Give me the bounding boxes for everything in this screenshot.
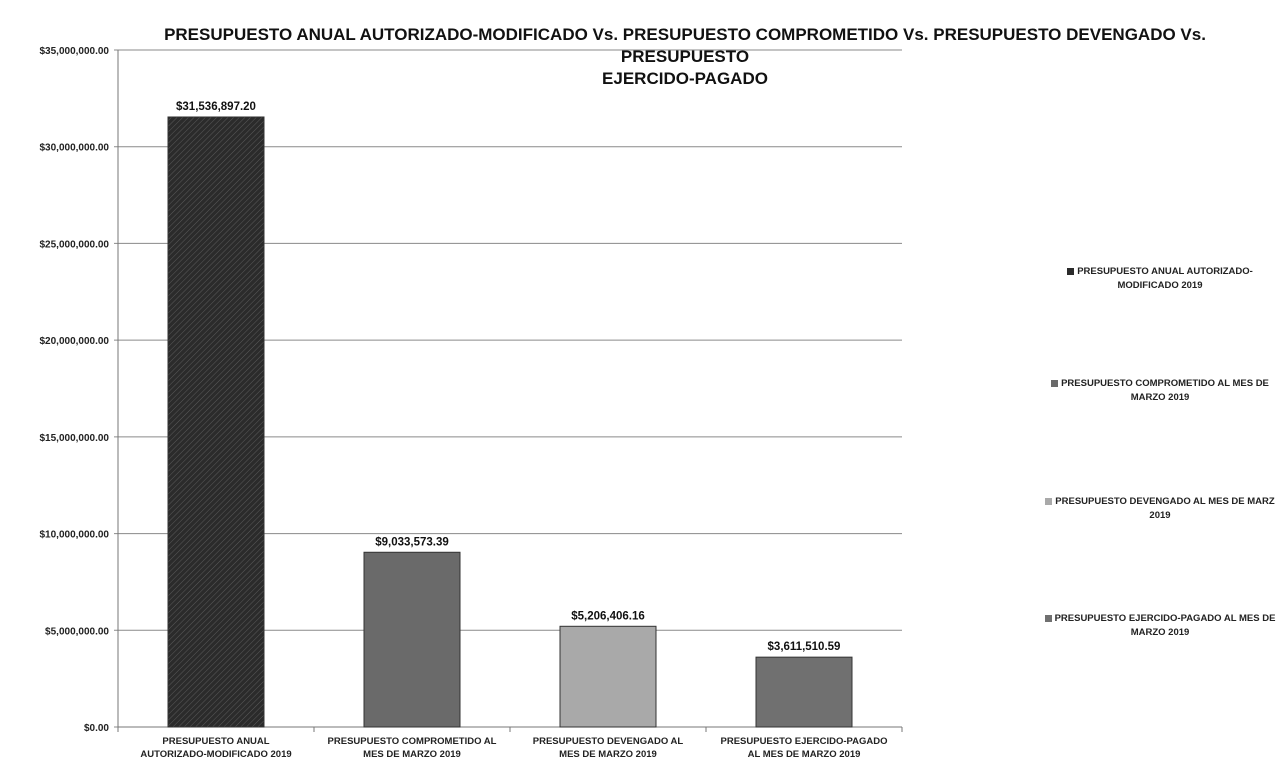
data-label: $3,611,510.59 — [768, 641, 841, 653]
chart-title-line-1: PRESUPUESTO ANUAL AUTORIZADO-MODIFICADO … — [164, 25, 1206, 66]
x-tick-label: MES DE MARZO 2019 — [559, 749, 657, 760]
bars — [167, 116, 853, 728]
x-tick-label: MES DE MARZO 2019 — [363, 749, 461, 760]
legend-label: MARZO 2019 — [1130, 392, 1190, 403]
bar — [755, 656, 853, 728]
legend-swatch — [1045, 497, 1053, 505]
y-tick-label: $20,000,000.00 — [39, 336, 109, 347]
chart-title-line-2: EJERCIDO-PAGADO — [602, 69, 768, 88]
legend-label: PRESUPUESTO ANUAL AUTORIZADO- — [1010, 265, 1286, 279]
data-label: $31,536,897.20 — [176, 101, 256, 113]
y-tick-label: $30,000,000.00 — [39, 143, 109, 154]
x-tick-label: PRESUPUESTO COMPROMETIDO AL — [328, 736, 497, 747]
legend-swatch — [1051, 379, 1059, 387]
legend-swatch — [1044, 614, 1052, 622]
data-label: $9,033,573.39 — [375, 536, 449, 548]
bar — [559, 625, 657, 728]
chart-title: PRESUPUESTO ANUAL AUTORIZADO-MODIFICADO … — [110, 24, 1260, 90]
y-tick-label: $35,000,000.00 — [39, 46, 109, 57]
x-tick-label: AUTORIZADO-MODIFICADO 2019 — [140, 749, 291, 760]
x-tick-label: AL MES DE MARZO 2019 — [748, 749, 861, 760]
legend-label: PRESUPUESTO COMPROMETIDO AL MES DE — [1010, 377, 1286, 391]
y-tick-label: $10,000,000.00 — [39, 530, 109, 541]
legend-label: 2019 — [1149, 510, 1171, 521]
legend-label: MARZO 2019 — [1130, 627, 1190, 638]
legend-item: PRESUPUESTO COMPROMETIDO AL MES DE MARZO … — [1010, 377, 1286, 405]
x-tick-label: PRESUPUESTO ANUAL — [162, 736, 269, 747]
y-tick-label: $25,000,000.00 — [39, 239, 109, 250]
legend-label: PRESUPUESTO EJERCIDO-PAGADO AL MES DE — [1010, 612, 1286, 626]
legend-item: PRESUPUESTO ANUAL AUTORIZADO- MODIFICADO … — [1010, 265, 1286, 293]
bar — [363, 551, 461, 728]
y-tick-label: $5,000,000.00 — [45, 626, 109, 637]
x-tick-label: PRESUPUESTO EJERCIDO-PAGADO — [721, 736, 888, 747]
legend-swatch — [1067, 267, 1075, 275]
x-axis-labels: PRESUPUESTO ANUAL AUTORIZADO-MODIFICADO 2… — [140, 736, 887, 760]
y-tick-label: $15,000,000.00 — [39, 433, 109, 444]
bar — [167, 116, 265, 728]
data-label: $5,206,406.16 — [571, 610, 645, 622]
legend-label: PRESUPUESTO DEVENGADO AL MES DE MARZ — [1010, 495, 1286, 509]
data-labels: $31,536,897.20 $9,033,573.39 $5,206,406.16… — [176, 101, 840, 653]
legend-item: PRESUPUESTO EJERCIDO-PAGADO AL MES DE MAR… — [1010, 612, 1286, 640]
x-tick-label: PRESUPUESTO DEVENGADO AL — [533, 736, 684, 747]
legend-item: PRESUPUESTO DEVENGADO AL MES DE MARZ 2019 — [1010, 495, 1286, 523]
y-tick-label: $0.00 — [84, 723, 109, 734]
legend-label: MODIFICADO 2019 — [1117, 280, 1203, 291]
